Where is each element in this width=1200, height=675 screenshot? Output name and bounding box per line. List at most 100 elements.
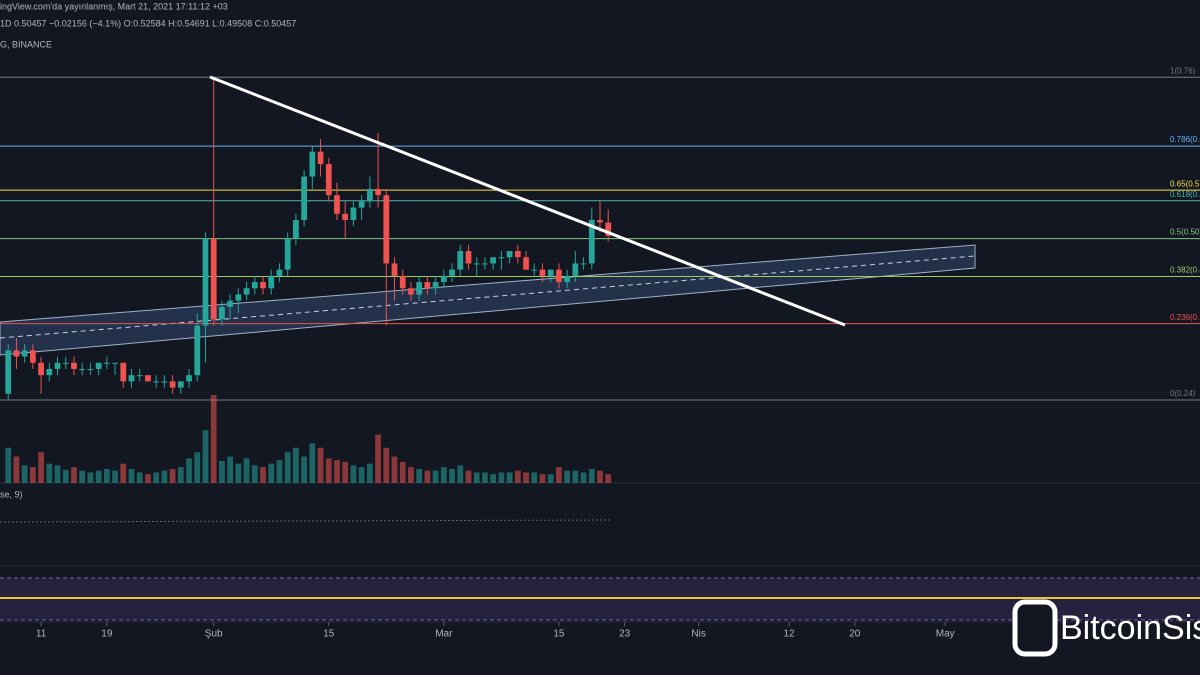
fib-label: 0.236(0.363) <box>1170 313 1200 322</box>
volume-bar <box>95 470 102 483</box>
x-tick-label: May <box>936 629 955 640</box>
candle-body <box>202 238 209 326</box>
indicator-label: se, 9) <box>0 489 23 499</box>
candle-body <box>227 300 234 307</box>
volume-bar <box>54 465 61 483</box>
fib-label: 0.618(0.561) <box>1170 190 1200 199</box>
volume-bar <box>268 463 275 483</box>
candle-body <box>251 282 258 289</box>
candle-body <box>358 201 365 208</box>
candle-body <box>366 188 373 202</box>
volume-bar <box>440 467 447 483</box>
candle-body <box>79 368 86 370</box>
candle-body <box>506 251 513 258</box>
candle-body <box>572 263 579 276</box>
volume-bar <box>342 461 349 483</box>
x-tick-label: 15 <box>323 629 335 640</box>
volume-bar <box>366 463 373 483</box>
x-tick-label: Mar <box>435 629 453 640</box>
candle-body <box>309 151 316 177</box>
candle-body <box>54 362 61 369</box>
volume-bar <box>383 447 390 483</box>
volume-bar <box>243 458 250 483</box>
x-tick-label: Nis <box>691 629 705 640</box>
volume-bar <box>539 474 546 483</box>
candle-body <box>161 381 168 383</box>
volume-bar <box>161 470 168 483</box>
volume-bar <box>449 468 455 483</box>
candle-body <box>62 362 69 364</box>
volume-bar <box>309 443 316 483</box>
volume-bar <box>5 447 12 483</box>
candle-body <box>95 362 102 369</box>
candle-body <box>588 219 595 264</box>
volume-bar <box>87 472 94 483</box>
volume-bar <box>399 461 406 483</box>
candle-body <box>399 275 406 289</box>
candle-body <box>325 164 332 196</box>
candle-body <box>21 350 28 357</box>
volume-bar <box>498 472 505 483</box>
volume-bar <box>482 472 488 483</box>
volume-bar <box>112 470 118 483</box>
fib-label: 0.382(0.439) <box>1170 266 1200 275</box>
candle-body <box>87 368 94 370</box>
candle-body <box>482 263 488 265</box>
candle-body <box>547 269 554 276</box>
candle-body <box>136 375 143 377</box>
candle-body <box>219 306 225 320</box>
candle-body <box>112 362 118 364</box>
symbol: G, BINANCE <box>0 39 52 49</box>
candle-body <box>457 251 464 270</box>
candle-body <box>317 151 324 165</box>
volume-bar <box>169 468 176 483</box>
volume-bar <box>564 470 570 483</box>
candle-body <box>498 257 505 259</box>
volume-bar <box>145 474 151 483</box>
candle-body <box>153 381 160 383</box>
volume-bar <box>30 467 36 483</box>
volume-bar <box>465 470 472 483</box>
fib-label: 1(0.76) <box>1170 66 1196 75</box>
candle-body <box>556 269 562 283</box>
channel-mid <box>0 255 976 339</box>
candle-body <box>597 219 603 223</box>
candle-body <box>490 257 497 264</box>
candle-body <box>531 269 538 271</box>
volume-bar <box>506 472 513 483</box>
volume-bar <box>317 447 324 483</box>
candle-body <box>276 269 283 276</box>
volume-bar <box>514 470 521 483</box>
volume-bar <box>219 461 225 483</box>
volume-bar <box>235 463 242 483</box>
volume-bar <box>597 470 603 483</box>
candle-body <box>194 325 201 376</box>
candle-body <box>375 188 381 196</box>
volume-bar <box>153 472 160 483</box>
candle-body <box>564 275 570 283</box>
candle-body <box>580 263 587 265</box>
candle-body <box>383 195 390 264</box>
volume-bar <box>260 467 266 483</box>
candle-body <box>465 251 472 264</box>
volume-bar <box>21 465 28 483</box>
volume-bar <box>202 430 209 483</box>
candle-body <box>103 362 110 364</box>
candle-body <box>539 269 546 276</box>
volume-bar <box>547 474 554 483</box>
volume-bar <box>457 465 464 483</box>
logo: BitcoinSis <box>1012 599 1200 657</box>
candle-body <box>13 350 20 357</box>
volume-bar <box>103 468 110 483</box>
candle-body <box>342 213 349 220</box>
volume-bar <box>556 467 562 483</box>
candle-body <box>432 282 439 289</box>
volume-bar <box>432 470 439 483</box>
candle-body <box>120 362 127 382</box>
candle-body <box>210 238 217 320</box>
volume-bar <box>79 470 86 483</box>
candle-body <box>235 294 242 301</box>
candle-body <box>260 282 266 289</box>
fib-label: 0.65(0.578) <box>1170 179 1200 188</box>
